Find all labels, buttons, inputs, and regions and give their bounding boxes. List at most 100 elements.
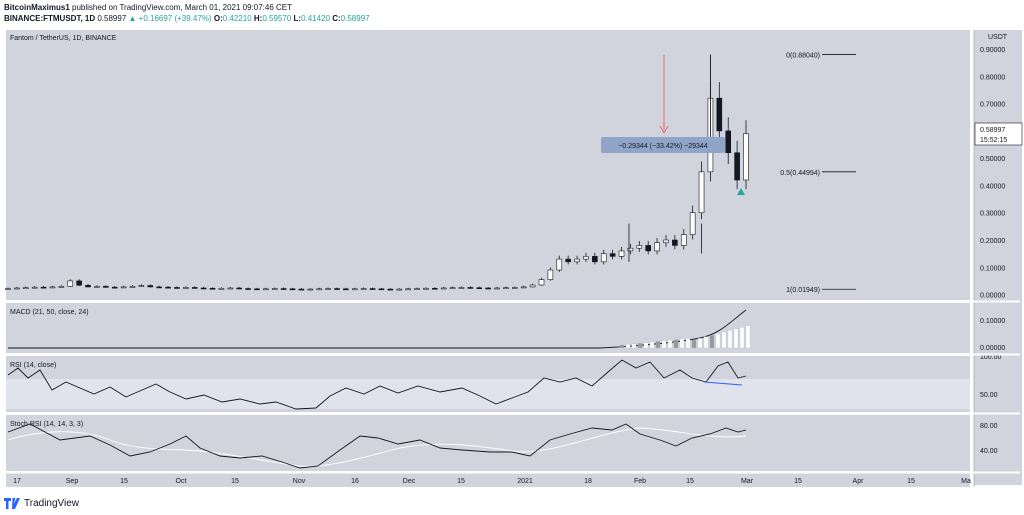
candle-body [583, 256, 589, 260]
macd-panel-bg [6, 303, 970, 353]
time-tick-label: 15 [794, 478, 802, 485]
chart-title: Fantom / TetherUS, 1D, BINANCE [10, 35, 117, 42]
open-value: 0.42210 [222, 14, 252, 23]
close-value: 0.58997 [340, 14, 370, 23]
candle-body [94, 286, 100, 288]
candle-body [734, 152, 740, 181]
measure-label-box [601, 137, 725, 153]
candle-body [680, 234, 687, 246]
symbol-label: BINANCE:FTMUSDT, 1D [4, 14, 96, 23]
candle-body [120, 286, 127, 289]
stoch-tick-label: 40.00 [980, 448, 998, 455]
open-label: O: [213, 14, 223, 23]
macd-histogram-bar [679, 338, 685, 349]
candle-body [271, 288, 278, 290]
stoch-tick-label: 80.00 [980, 423, 998, 430]
macd-histogram-bar [721, 331, 727, 349]
macd-histogram-bar [625, 344, 631, 349]
candle-body [227, 287, 234, 290]
candle-body [111, 286, 118, 289]
candle-body [725, 130, 732, 154]
candle-body [467, 287, 474, 289]
macd-histogram-bar [649, 341, 655, 349]
candle-body [574, 258, 580, 263]
candle-body [156, 286, 162, 289]
measure-label: −0.29344 (−33.42%) −29344 [618, 143, 707, 150]
candle-body [396, 288, 403, 291]
time-tick-label: 15 [907, 478, 915, 485]
time-tick-label: 2021 [517, 478, 533, 485]
time-tick-label: Ma [961, 478, 971, 485]
candle-body [200, 287, 207, 290]
high-value: 0.59570 [262, 14, 292, 23]
time-tick-label: Mar [741, 478, 754, 485]
price-tick-label: 0.30000 [980, 211, 1005, 218]
rsi-divergence-line [703, 381, 743, 386]
candle-body [627, 247, 634, 252]
candle-body [147, 285, 154, 288]
price-tick-label: 0.00000 [980, 293, 1005, 300]
candle-body [449, 287, 456, 290]
candle-body [263, 288, 269, 291]
candle-body [14, 287, 20, 290]
author-name[interactable]: BitcoinMaximus1 [4, 3, 70, 12]
candle-body [512, 287, 518, 289]
candle-body [716, 97, 723, 132]
macd-histogram-bar [673, 339, 679, 349]
macd-histogram-bar [637, 343, 643, 349]
footer-brand-label[interactable]: TradingView [24, 498, 80, 509]
publish-text: published on TradingView.com, March 01, … [69, 3, 293, 12]
candle-body [360, 288, 367, 290]
candle-body [218, 287, 225, 290]
candle-body [191, 287, 198, 289]
candle-body [592, 256, 598, 263]
time-tick-label: 15 [231, 478, 239, 485]
price-tick-label: 0.90000 [980, 47, 1005, 54]
rsi-line [7, 359, 747, 410]
candle-body [67, 280, 74, 287]
candle-body [609, 253, 616, 257]
candle-body [538, 279, 545, 286]
candle-body [76, 280, 82, 286]
candle-body [387, 288, 394, 291]
price-tick-label: 0.50000 [980, 156, 1005, 163]
time-tick-label: 16 [351, 478, 359, 485]
time-tick-label: 15 [457, 478, 465, 485]
up-arrow-icon: ▲ [128, 14, 137, 23]
candle-body [289, 288, 296, 291]
fib-level-label: 0.5(0.44994) [780, 170, 820, 177]
last-price: 0.58997 [97, 14, 127, 23]
close-label: C: [332, 14, 341, 23]
price-unit-label: USDT [988, 34, 1008, 41]
time-tick-label: Nov [293, 478, 306, 485]
candle-body [183, 287, 189, 289]
candle-body [414, 288, 420, 290]
candle-body [254, 288, 260, 291]
candle-body [369, 288, 376, 290]
stoch-label: Stoch RSI (14, 14, 3, 3) [10, 421, 83, 428]
price-tick-label: 0.10000 [980, 265, 1005, 272]
candle-body [618, 250, 625, 257]
macd-histogram-bar [691, 339, 697, 349]
candle-body [280, 288, 287, 290]
candle-body [689, 212, 696, 235]
candle-body [556, 258, 563, 271]
stoch-d-line [7, 427, 747, 467]
price-tick-label: 0.40000 [980, 183, 1005, 190]
candle-body [698, 171, 705, 214]
candle-body [645, 245, 651, 252]
candle-body [316, 288, 323, 291]
rsi-tick-label: 50.00 [980, 392, 998, 399]
time-tick-label: 17 [13, 478, 21, 485]
low-value: 0.41420 [301, 14, 330, 23]
price-tick-label: 0.20000 [980, 238, 1005, 245]
time-tick-label: 15 [686, 478, 694, 485]
macd-histogram-bar [715, 333, 721, 349]
candle-body [236, 287, 242, 290]
candle-body [22, 287, 29, 290]
candle-body [663, 239, 669, 244]
macd-histogram-bar [655, 341, 661, 349]
candle-body [174, 287, 180, 289]
macd-histogram-bar [619, 344, 625, 349]
